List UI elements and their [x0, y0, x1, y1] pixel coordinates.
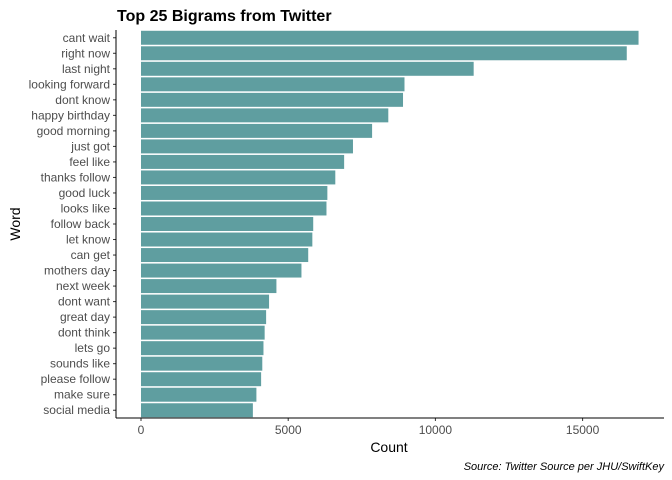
bar-mothers-day — [141, 263, 302, 278]
bar-just-got — [141, 139, 353, 154]
bar-dont-want — [141, 294, 270, 309]
y-tick-label: next week — [56, 279, 111, 293]
x-tick-label: 10000 — [419, 423, 453, 437]
bar-can-get — [141, 248, 309, 263]
bar-dont-think — [141, 325, 265, 340]
y-tick-label: just got — [70, 139, 110, 153]
y-tick-label: dont think — [58, 326, 111, 340]
y-tick-label: looks like — [61, 201, 111, 215]
bar-next-week — [141, 279, 277, 294]
y-tick-label: dont know — [55, 93, 110, 107]
y-tick-label: sounds like — [50, 357, 110, 371]
bar-last-night — [141, 61, 474, 76]
bar-looking-forward — [141, 77, 405, 92]
bar-follow-back — [141, 217, 314, 231]
y-tick-label: right now — [61, 46, 110, 60]
y-tick-label: let know — [66, 233, 110, 247]
bar-good-luck — [141, 185, 328, 200]
y-tick-label: great day — [60, 310, 110, 324]
x-axis: 0 5000 10000 15000 — [138, 418, 600, 437]
chart-title: Top 25 Bigrams from Twitter — [117, 8, 332, 25]
bar-make-sure — [141, 387, 257, 402]
bar-good-morning — [141, 123, 373, 138]
bar-great-day — [141, 310, 267, 325]
y-tick-label: mothers day — [44, 264, 110, 278]
y-tick-label: dont want — [58, 295, 111, 309]
bar-thanks-follow — [141, 170, 336, 185]
bar-lets-go — [141, 341, 264, 356]
x-axis-title: Count — [370, 439, 407, 455]
y-tick-label: can get — [71, 248, 111, 262]
y-tick-label: looking forward — [29, 77, 110, 91]
y-tick-label: thanks follow — [41, 170, 111, 184]
y-tick-label: happy birthday — [31, 108, 110, 122]
y-tick-label: make sure — [54, 388, 110, 402]
y-tick-label: feel like — [69, 155, 110, 169]
bar-sounds-like — [141, 356, 263, 371]
y-tick-label: please follow — [41, 372, 111, 386]
bar-cant-wait — [141, 30, 639, 45]
bar-feel-like — [141, 154, 345, 169]
bar-looks-like — [141, 201, 327, 216]
bar-dont-know — [141, 92, 404, 107]
chart-caption: Source: Twitter Source per JHU/SwiftKey — [464, 461, 666, 473]
y-tick-label: last night — [62, 62, 111, 76]
y-tick-label: cant wait — [63, 31, 111, 45]
x-tick-label: 0 — [138, 423, 145, 437]
y-tick-label: good luck — [59, 186, 111, 200]
bar-social-media — [141, 403, 253, 418]
bar-please-follow — [141, 372, 262, 387]
bar-let-know — [141, 232, 313, 247]
y-tick-label: follow back — [51, 217, 111, 231]
y-tick-label: good morning — [37, 124, 110, 138]
x-tick-label: 15000 — [566, 423, 600, 437]
y-axis-title: Word — [7, 207, 23, 240]
y-tick-label: social media — [43, 403, 110, 417]
y-tick-label: lets go — [75, 341, 111, 355]
bar-happy-birthday — [141, 108, 389, 123]
bar-right-now — [141, 46, 627, 61]
bars-group — [141, 30, 639, 418]
x-tick-label: 5000 — [275, 423, 302, 437]
